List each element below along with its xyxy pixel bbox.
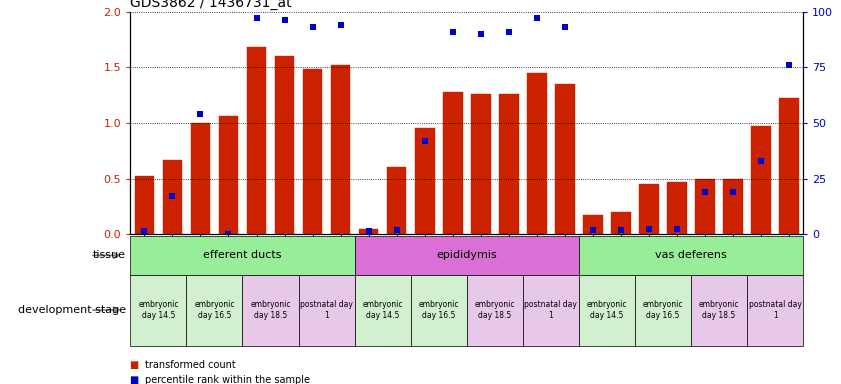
Bar	[162, 160, 182, 234]
Point	[586, 227, 600, 233]
Bar	[415, 128, 435, 234]
Text: vas deferens: vas deferens	[655, 250, 727, 260]
Point	[670, 226, 684, 232]
Bar	[527, 73, 547, 234]
Point	[614, 227, 627, 233]
Bar	[359, 229, 378, 234]
Bar	[723, 179, 743, 234]
Bar	[611, 212, 631, 234]
Point	[418, 137, 431, 144]
Bar	[499, 94, 519, 234]
Point	[643, 226, 656, 232]
Bar	[331, 65, 351, 234]
Text: embryonic
day 18.5: embryonic day 18.5	[251, 300, 291, 320]
Bar	[555, 84, 574, 234]
Text: efferent ducts: efferent ducts	[204, 250, 282, 260]
Text: embryonic
day 16.5: embryonic day 16.5	[194, 300, 235, 320]
Bar	[780, 98, 799, 234]
Text: ■: ■	[130, 375, 143, 384]
Text: embryonic
day 18.5: embryonic day 18.5	[699, 300, 739, 320]
Bar	[191, 123, 210, 234]
Point	[362, 228, 375, 234]
Bar	[387, 167, 406, 234]
Text: postnatal day
1: postnatal day 1	[300, 300, 353, 320]
Bar	[443, 92, 463, 234]
Point	[474, 31, 488, 37]
Bar	[135, 176, 154, 234]
Text: development stage: development stage	[18, 305, 126, 315]
Point	[138, 228, 151, 234]
Point	[222, 231, 235, 237]
Point	[278, 17, 291, 23]
Point	[698, 189, 711, 195]
Text: embryonic
day 14.5: embryonic day 14.5	[587, 300, 627, 320]
Bar	[639, 184, 659, 234]
Text: embryonic
day 16.5: embryonic day 16.5	[419, 300, 459, 320]
Bar	[696, 179, 715, 234]
Text: postnatal day
1: postnatal day 1	[525, 300, 577, 320]
Point	[502, 28, 516, 35]
Text: postnatal day
1: postnatal day 1	[748, 300, 801, 320]
Text: embryonic
day 14.5: embryonic day 14.5	[138, 300, 178, 320]
Bar	[667, 182, 687, 234]
Bar	[583, 215, 603, 234]
Text: embryonic
day 14.5: embryonic day 14.5	[362, 300, 403, 320]
Bar	[303, 70, 322, 234]
Bar	[246, 47, 267, 234]
Bar	[751, 126, 771, 234]
Text: embryonic
day 18.5: embryonic day 18.5	[474, 300, 515, 320]
Point	[250, 15, 263, 21]
Point	[530, 15, 543, 21]
Point	[193, 111, 207, 117]
Point	[166, 193, 179, 199]
Text: epididymis: epididymis	[436, 250, 497, 260]
Text: embryonic
day 16.5: embryonic day 16.5	[643, 300, 683, 320]
Point	[727, 189, 740, 195]
Text: percentile rank within the sample: percentile rank within the sample	[145, 375, 310, 384]
Point	[446, 28, 459, 35]
Bar	[275, 56, 294, 234]
Point	[306, 24, 320, 30]
Text: ■: ■	[130, 360, 143, 370]
Point	[558, 24, 572, 30]
Bar	[471, 94, 490, 234]
Point	[754, 158, 768, 164]
Point	[334, 22, 347, 28]
Point	[390, 227, 404, 233]
Text: transformed count: transformed count	[145, 360, 236, 370]
Point	[782, 62, 796, 68]
Text: tissue: tissue	[93, 250, 126, 260]
Bar	[219, 116, 238, 234]
Text: GDS3862 / 1436731_at: GDS3862 / 1436731_at	[130, 0, 292, 10]
